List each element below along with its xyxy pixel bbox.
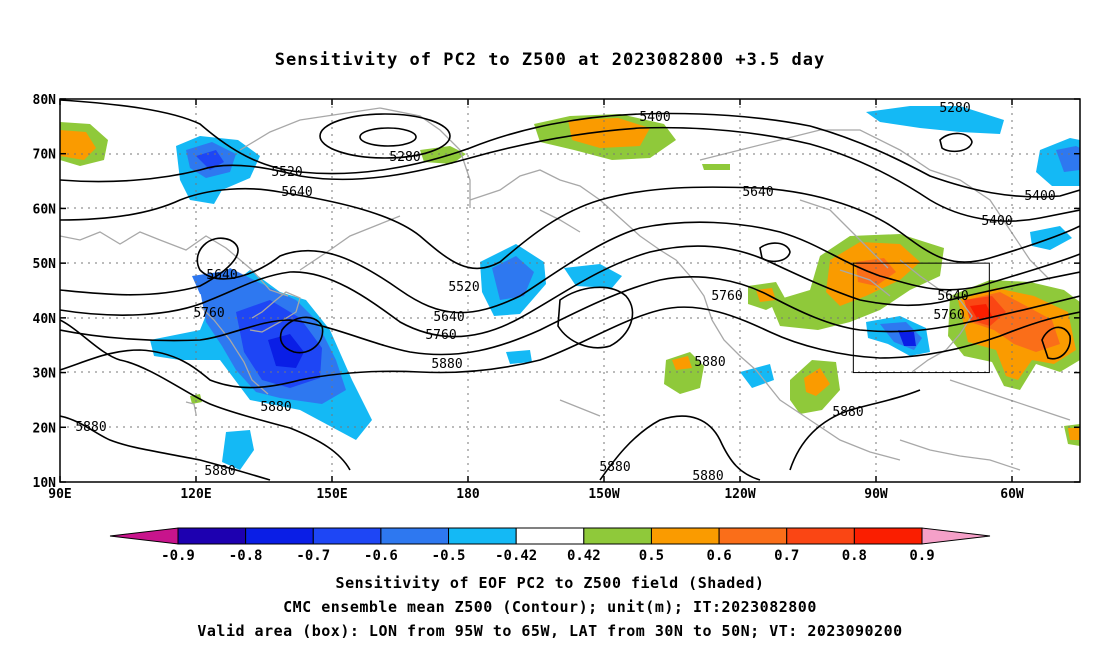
contour-label: 5520 <box>448 280 479 295</box>
contour-label: 5880 <box>431 357 462 372</box>
colorbar-label: 0.7 <box>774 548 799 564</box>
coastlines <box>60 107 1071 471</box>
colorbar-swatch <box>312 527 382 545</box>
contour-label: 5640 <box>206 268 237 283</box>
lat-tick-label: 60N <box>33 202 57 217</box>
contour-label: 5880 <box>694 355 725 370</box>
colorbar-swatch <box>380 527 450 545</box>
colorbar-extend-high <box>921 527 991 545</box>
colorbar-swatch <box>650 527 720 545</box>
contour-label: 5760 <box>193 306 224 321</box>
lat-tick-label: 40N <box>33 312 57 327</box>
lon-tick-label: 150E <box>316 487 347 502</box>
colorbar-label: 0.6 <box>706 548 731 564</box>
plot-frame <box>59 98 1081 483</box>
contour-label: 5760 <box>425 328 456 343</box>
lon-tick-label: 180 <box>456 487 480 502</box>
contour-label: 5880 <box>692 469 723 484</box>
chart-title: Sensitivity of PC2 to Z500 at 2023082800… <box>274 50 826 70</box>
colorbar: -0.9 -0.8 -0.7 -0.6 -0.5 -0.42 0.42 0.5 0.6 0.7 0.… <box>109 527 991 564</box>
contour-label: 5520 <box>271 165 302 180</box>
contour-labels: 5280 5280 5400 5400 5400 5520 5520 5640 … <box>75 101 1055 484</box>
colorbar-label: -0.42 <box>495 548 537 564</box>
contour-label: 5880 <box>832 405 863 420</box>
contour-label: 5640 <box>281 185 312 200</box>
colorbar-label: -0.5 <box>432 548 466 564</box>
contour-label: 5760 <box>933 308 964 323</box>
contour-label: 5400 <box>1024 189 1055 204</box>
lon-tick-label: 120W <box>724 487 755 502</box>
lon-tick-label: 60W <box>1000 487 1024 502</box>
valid-area-box <box>852 262 990 374</box>
colorbar-swatch <box>853 527 923 545</box>
lat-tick-label: 50N <box>33 257 57 272</box>
z500-contours <box>60 99 1080 481</box>
lat-axis: 80N 70N 60N 50N 40N 30N 20N 10N <box>33 93 1080 491</box>
colorbar-label: -0.6 <box>364 548 398 564</box>
contour-label: 5640 <box>937 289 968 304</box>
colorbar-swatch <box>583 527 652 545</box>
lon-tick-label: 90E <box>48 487 71 502</box>
contour-label: 5640 <box>433 310 464 325</box>
colorbar-label: 0.8 <box>842 548 867 564</box>
colorbar-swatch <box>177 527 247 545</box>
lat-tick-label: 70N <box>33 148 57 163</box>
contour-label: 5880 <box>204 464 235 479</box>
colorbar-label: -0.9 <box>161 548 195 564</box>
lon-axis: 90E 120E 150E 180 150W 120W 90W 60W <box>48 99 1024 502</box>
sensitivity-shading <box>60 106 1080 470</box>
colorbar-extend-low <box>109 527 179 545</box>
colorbar-label: -0.7 <box>296 548 330 564</box>
colorbar-swatch <box>245 527 314 545</box>
contour-label: 5280 <box>939 101 970 116</box>
caption-shaded: Sensitivity of EOF PC2 to Z500 field (Sh… <box>335 574 765 592</box>
colorbar-swatch <box>448 527 517 545</box>
colorbar-label: 0.5 <box>639 548 664 564</box>
lat-tick-label: 10N <box>33 476 57 491</box>
lat-tick-label: 80N <box>33 93 57 108</box>
colorbar-label: 0.42 <box>567 548 601 564</box>
colorbar-label: -0.8 <box>229 548 263 564</box>
gridlines <box>60 99 1080 482</box>
caption-contour: CMC ensemble mean Z500 (Contour); unit(m… <box>283 598 817 616</box>
contour-label: 5640 <box>742 185 773 200</box>
contour-label: 5280 <box>389 150 420 165</box>
contour-label: 5760 <box>711 289 742 304</box>
lon-tick-label: 120E <box>180 487 211 502</box>
lat-tick-label: 30N <box>33 367 57 382</box>
contour-label: 5880 <box>599 460 630 475</box>
contour-label: 5400 <box>639 110 670 125</box>
lon-tick-label: 90W <box>864 487 888 502</box>
colorbar-swatch <box>786 527 855 545</box>
lon-tick-label: 150W <box>588 487 619 502</box>
contour-label: 5400 <box>981 214 1012 229</box>
caption-valid-area: Valid area (box): LON from 95W to 65W, L… <box>197 622 903 640</box>
contour-label: 5880 <box>75 420 106 435</box>
colorbar-label: 0.9 <box>909 548 934 564</box>
colorbar-swatch <box>718 527 788 545</box>
colorbar-swatch <box>515 527 585 545</box>
contour-label: 5880 <box>260 400 291 415</box>
lat-tick-label: 20N <box>33 421 57 436</box>
